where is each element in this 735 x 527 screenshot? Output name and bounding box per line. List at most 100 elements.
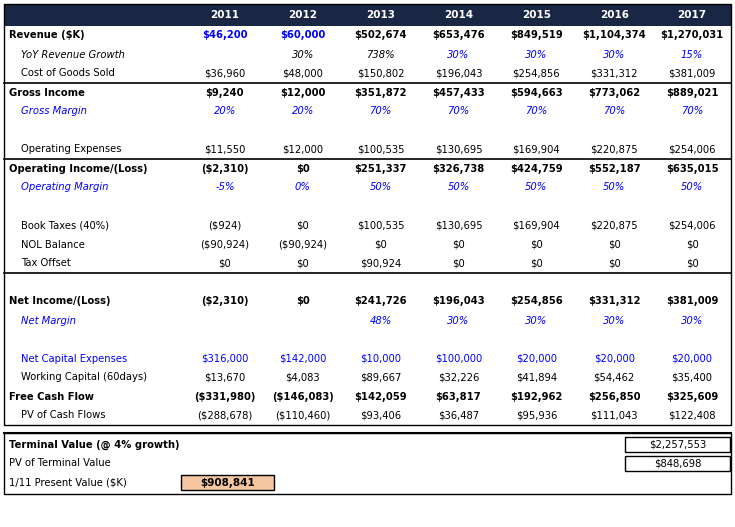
Text: $150,802: $150,802 [357,69,404,79]
Text: $241,726: $241,726 [354,297,407,307]
Text: $653,476: $653,476 [432,31,485,41]
Text: 50%: 50% [681,182,703,192]
Text: $48,000: $48,000 [282,69,323,79]
Text: $220,875: $220,875 [590,220,638,230]
Text: 30%: 30% [526,316,548,326]
Text: $192,962: $192,962 [510,392,562,402]
Text: $502,674: $502,674 [354,31,407,41]
Text: $381,009: $381,009 [666,297,718,307]
Text: $142,059: $142,059 [354,392,407,402]
Text: $122,408: $122,408 [668,411,716,421]
Text: $848,698: $848,698 [653,458,701,469]
Text: $12,000: $12,000 [282,144,323,154]
Text: 20%: 20% [292,106,314,116]
Text: $0: $0 [296,163,309,173]
Text: $2,257,553: $2,257,553 [649,440,706,450]
Text: $169,904: $169,904 [512,220,560,230]
Text: 50%: 50% [603,182,625,192]
Text: PV of Terminal Value: PV of Terminal Value [9,458,111,469]
Text: $635,015: $635,015 [666,163,718,173]
Text: $0: $0 [452,259,465,268]
Text: $254,856: $254,856 [510,297,563,307]
Text: $325,609: $325,609 [666,392,718,402]
Text: YoY Revenue Growth: YoY Revenue Growth [21,50,125,60]
Text: 30%: 30% [448,50,470,60]
Text: $36,960: $36,960 [204,69,245,79]
Text: $54,462: $54,462 [594,373,635,383]
Text: $100,535: $100,535 [357,220,404,230]
Text: 738%: 738% [366,50,395,60]
Text: ($90,924): ($90,924) [279,239,327,249]
Text: $256,850: $256,850 [588,392,640,402]
Text: $93,406: $93,406 [360,411,401,421]
Text: 70%: 70% [448,106,470,116]
Text: $20,000: $20,000 [672,354,712,364]
Bar [4,4,731,26]
Bar [4,4,731,425]
Text: $32,226: $32,226 [438,373,479,383]
Text: $381,009: $381,009 [668,69,716,79]
Text: Net Income/(Loss): Net Income/(Loss) [9,297,110,307]
Text: 0%: 0% [295,182,311,192]
Text: 2016: 2016 [600,10,628,20]
Text: $36,487: $36,487 [438,411,479,421]
Text: $1,270,031: $1,270,031 [661,31,724,41]
Text: ($2,310): ($2,310) [201,297,248,307]
Text: 30%: 30% [448,316,470,326]
Text: 30%: 30% [681,316,703,326]
Text: $46,200: $46,200 [202,31,248,41]
Text: $196,043: $196,043 [432,297,485,307]
Text: $331,312: $331,312 [588,297,640,307]
Text: PV of Cash Flows: PV of Cash Flows [21,411,106,421]
Text: $95,936: $95,936 [516,411,557,421]
Text: ($146,083): ($146,083) [272,392,334,402]
Text: $142,000: $142,000 [279,354,326,364]
Text: $111,043: $111,043 [590,411,638,421]
Text: $254,006: $254,006 [668,144,716,154]
Text: 48%: 48% [370,316,392,326]
Text: $0: $0 [530,239,542,249]
Text: $1,104,374: $1,104,374 [582,31,646,41]
Text: $100,000: $100,000 [435,354,482,364]
Text: 20%: 20% [214,106,236,116]
Text: 2013: 2013 [366,10,395,20]
Text: 2012: 2012 [288,10,318,20]
Text: $100,535: $100,535 [357,144,404,154]
Text: $0: $0 [296,259,309,268]
Text: ($924): ($924) [208,220,242,230]
Text: $908,841: $908,841 [201,477,255,487]
Text: $60,000: $60,000 [280,31,326,41]
Text: 50%: 50% [526,182,548,192]
Bar [181,475,274,490]
Text: $889,021: $889,021 [666,87,718,97]
Text: $0: $0 [686,239,698,249]
Text: Operating Expenses: Operating Expenses [21,144,121,154]
Text: $0: $0 [608,259,620,268]
Text: 2011: 2011 [210,10,240,20]
Text: $0: $0 [296,220,309,230]
Text: $90,924: $90,924 [360,259,401,268]
Text: $63,817: $63,817 [436,392,481,402]
Text: Net Margin: Net Margin [21,316,76,326]
Text: $10,000: $10,000 [360,354,401,364]
Text: $773,062: $773,062 [588,87,640,97]
Text: $4,083: $4,083 [285,373,320,383]
Text: Operating Income/(Loss): Operating Income/(Loss) [9,163,148,173]
Text: 70%: 70% [370,106,392,116]
Text: ($90,924): ($90,924) [201,239,249,249]
Text: $0: $0 [218,259,232,268]
Text: ($331,980): ($331,980) [194,392,256,402]
Text: $169,904: $169,904 [512,144,560,154]
Text: $251,337: $251,337 [354,163,407,173]
Text: $424,759: $424,759 [510,163,563,173]
Text: Gross Margin: Gross Margin [21,106,87,116]
Text: 70%: 70% [526,106,548,116]
Text: $316,000: $316,000 [201,354,248,364]
Text: $254,856: $254,856 [512,69,560,79]
Text: 2014: 2014 [444,10,473,20]
Text: $0: $0 [296,297,309,307]
Text: $0: $0 [452,239,465,249]
Text: 70%: 70% [603,106,625,116]
Text: 15%: 15% [681,50,703,60]
Text: $457,433: $457,433 [432,87,485,97]
